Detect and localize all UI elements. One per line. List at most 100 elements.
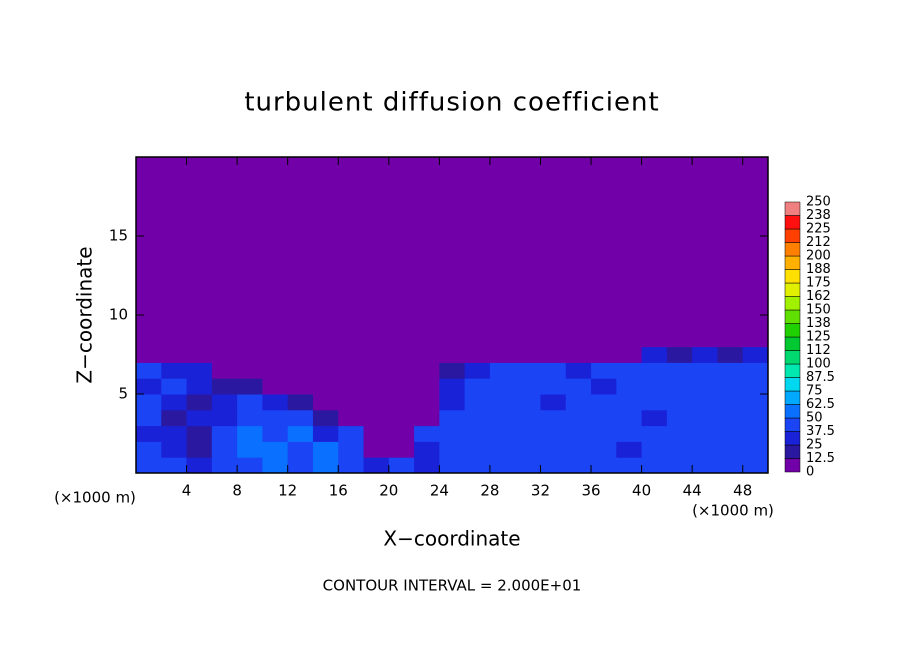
heat-cell (464, 157, 491, 348)
x-tick-label: 16 (329, 482, 348, 500)
heat-cell (237, 457, 263, 474)
heat-cell (388, 457, 415, 474)
heat-cell (338, 425, 365, 442)
heat-cell (287, 394, 314, 411)
heat-cell (489, 362, 516, 379)
colorbar-label: 62.5 (806, 397, 835, 412)
heat-cell (211, 457, 238, 474)
heat-cell (338, 378, 365, 395)
heat-cell (161, 394, 188, 411)
heat-cell (692, 157, 718, 348)
heat-cell (641, 394, 668, 411)
heat-cell (414, 362, 440, 379)
heat-cell (540, 346, 567, 363)
colorbar-label: 150 (806, 303, 831, 318)
heat-cell (211, 425, 238, 442)
heat-cell (565, 425, 592, 442)
colorbar-label: 175 (806, 276, 831, 291)
heat-cell (237, 394, 263, 411)
heat-cell (515, 425, 541, 442)
heat-cell (616, 425, 643, 442)
y-unit: (×1000 m) (54, 489, 136, 507)
heat-cell (540, 378, 567, 395)
heat-cell (591, 457, 617, 474)
heat-cell (237, 346, 263, 363)
heat-cell (388, 346, 415, 363)
heat-cell (388, 441, 415, 458)
heat-cell (742, 157, 769, 348)
heat-cell (565, 362, 592, 379)
heat-cell (489, 441, 516, 458)
heat-cell (211, 409, 238, 427)
heat-cell (312, 157, 339, 348)
colorbar-label: 50 (806, 411, 823, 426)
heat-cell (161, 441, 188, 458)
heat-cell (262, 425, 289, 442)
heat-cell (717, 409, 744, 427)
heat-cell (186, 425, 213, 442)
heat-cell (388, 394, 415, 411)
heat-cell (262, 409, 289, 427)
heat-cell (616, 457, 643, 474)
heat-cell (186, 441, 213, 458)
colorbar-label: 25 (806, 438, 823, 453)
heat-cell (136, 157, 162, 348)
heat-cell (237, 362, 263, 379)
heat-cell (237, 409, 263, 427)
colorbar-label: 250 (806, 195, 831, 210)
colorbar-label: 125 (806, 330, 831, 345)
colorbar-swatch (784, 255, 801, 270)
x-unit: (×1000 m) (692, 502, 774, 520)
heat-cell (414, 457, 440, 474)
colorbar-label: 100 (806, 357, 831, 372)
heat-cell (692, 425, 718, 442)
heat-cell (363, 394, 390, 411)
heat-cell (262, 157, 289, 348)
heat-cell (565, 394, 592, 411)
heat-cell (439, 409, 466, 427)
heat-cell (414, 409, 440, 427)
heat-cell (742, 425, 769, 442)
heat-cell (717, 346, 744, 363)
heat-cell (489, 409, 516, 427)
heat-cell (186, 362, 213, 379)
colorbar-label: 188 (806, 262, 831, 277)
heat-cell (692, 362, 718, 379)
heat-cell (388, 157, 415, 348)
colorbar-label: 12.5 (806, 451, 835, 466)
heat-cell (161, 346, 188, 363)
heat-cell (439, 394, 466, 411)
heat-cell (489, 457, 516, 474)
colorbar-swatch (784, 242, 801, 257)
heat-cell (211, 346, 238, 363)
heat-cell (414, 441, 440, 458)
heat-cell (591, 394, 617, 411)
heat-cell (439, 457, 466, 474)
heat-cell (388, 409, 415, 427)
heat-cell (287, 441, 314, 458)
heat-cell (312, 394, 339, 411)
x-axis-label: X−coordinate (383, 527, 520, 551)
heat-cell (565, 409, 592, 427)
heat-cell (287, 378, 314, 395)
heat-cell (742, 457, 769, 474)
colorbar-swatch (784, 417, 801, 432)
heat-cell (515, 362, 541, 379)
heat-cell (464, 394, 491, 411)
heat-cell (540, 409, 567, 427)
heat-cell (742, 394, 769, 411)
heat-cell (439, 346, 466, 363)
heat-cell (666, 394, 693, 411)
colorbar-swatch (784, 215, 801, 230)
heat-cell (641, 425, 668, 442)
colorbar-label: 0 (806, 465, 814, 480)
heat-cell (540, 457, 567, 474)
heat-cell (515, 157, 541, 348)
colorbar-swatch (784, 431, 801, 446)
heat-cell (262, 441, 289, 458)
heat-cell (439, 441, 466, 458)
heat-cell (641, 441, 668, 458)
heat-cell (186, 378, 213, 395)
heat-cell (237, 378, 263, 395)
heat-cell (666, 425, 693, 442)
